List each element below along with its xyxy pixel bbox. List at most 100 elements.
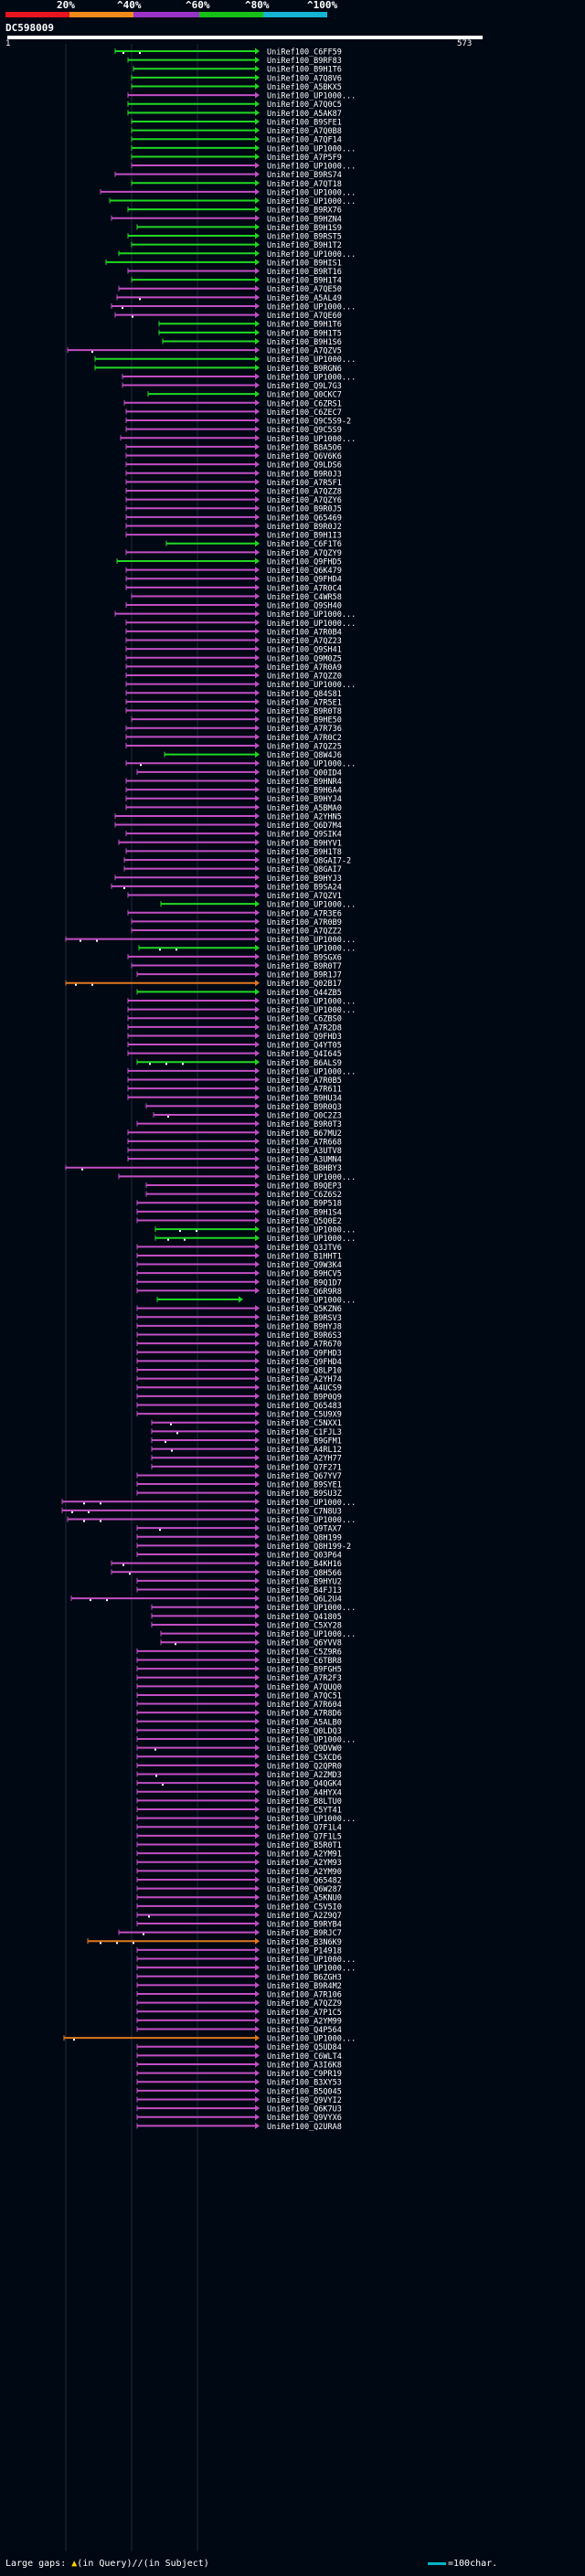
hit-row[interactable]: UniRef100_A2YM93	[136, 1859, 342, 1868]
hit-label[interactable]: UniRef100_UP1000...	[267, 997, 356, 1006]
hit-row[interactable]: UniRef100_A7R106	[136, 1990, 342, 2000]
hit-label[interactable]: UniRef100_A3I6K8	[267, 2061, 342, 2070]
hit-label[interactable]: UniRef100_Q44ZB5	[267, 989, 342, 998]
hit-label[interactable]: UniRef100_B9R0Q3	[267, 1103, 342, 1112]
hit-row[interactable]: UniRef100_Q9C5S9-2	[125, 417, 351, 427]
hit-row[interactable]: UniRef100_UP1000...	[160, 1630, 356, 1639]
hit-row[interactable]: UniRef100_B9Q1D7	[136, 1278, 342, 1288]
hit-label[interactable]: UniRef100_Q00ID4	[267, 769, 342, 778]
hit-label[interactable]: UniRef100_A7Q0C5	[267, 101, 342, 110]
hit-row[interactable]: UniRef100_B9H1S4	[136, 1208, 342, 1217]
hit-label[interactable]: UniRef100_B9HYU2	[267, 1577, 342, 1586]
hit-label[interactable]: UniRef100_UP1000...	[267, 936, 356, 945]
hit-label[interactable]: UniRef100_A7QE50	[267, 285, 342, 294]
hit-label[interactable]: UniRef100_B9H1T8	[267, 848, 342, 857]
hit-row[interactable]: UniRef100_B4KH16	[111, 1560, 342, 1569]
hit-row[interactable]: UniRef100_Q03P64	[136, 1551, 342, 1561]
hit-label[interactable]: UniRef100_A7P5F9	[267, 154, 342, 163]
hit-row[interactable]: UniRef100_Q84S81	[125, 689, 342, 699]
hit-row[interactable]: UniRef100_B9HYJ8	[136, 1322, 342, 1331]
hit-label[interactable]: UniRef100_C5YT41	[267, 1807, 342, 1816]
hit-label[interactable]: UniRef100_A7R0B9	[267, 918, 342, 928]
hit-row[interactable]: UniRef100_Q9SIK4	[125, 830, 342, 840]
hit-label[interactable]: UniRef100_UP1000...	[267, 92, 356, 101]
hit-row[interactable]: UniRef100_A7QUQ0	[136, 1682, 342, 1692]
hit-row[interactable]: UniRef100_B9SYE1	[136, 1480, 342, 1490]
hit-label[interactable]: UniRef100_UP1000...	[267, 188, 356, 197]
hit-label[interactable]: UniRef100_A2YHN5	[267, 812, 342, 822]
hit-label[interactable]: UniRef100_Q5Q0E2	[267, 1217, 342, 1226]
hit-label[interactable]: UniRef100_A4RL12	[267, 1446, 342, 1455]
hit-label[interactable]: UniRef100_UP1000...	[267, 1516, 356, 1525]
hit-label[interactable]: UniRef100_Q0C2Z3	[267, 1112, 342, 1121]
hit-label[interactable]: UniRef100_A7R0A9	[267, 663, 342, 673]
hit-label[interactable]: UniRef100_A2YH74	[267, 1375, 342, 1384]
hit-row[interactable]: UniRef100_A7R604	[136, 1701, 342, 1710]
hit-row[interactable]: UniRef100_B9H1T6	[133, 65, 342, 75]
hit-row[interactable]: UniRef100_UP1000...	[122, 373, 356, 382]
hit-label[interactable]: UniRef100_A7R0B5	[267, 1076, 342, 1086]
hit-row[interactable]: UniRef100_A2YH74	[136, 1375, 342, 1384]
hit-row[interactable]: UniRef100_B9RX76	[127, 206, 342, 216]
hit-row[interactable]: UniRef100_A7QZ25	[125, 742, 342, 751]
hit-row[interactable]: UniRef100_Q9LDS6	[125, 461, 342, 471]
hit-label[interactable]: UniRef100_Q9W3K4	[267, 1261, 342, 1270]
hit-row[interactable]: UniRef100_B9SA24	[111, 883, 342, 892]
hit-row[interactable]: UniRef100_Q7F1L5	[136, 1832, 342, 1841]
hit-row[interactable]: UniRef100_Q7F271	[151, 1463, 342, 1472]
hit-label[interactable]: UniRef100_A7R2D8	[267, 1023, 342, 1033]
hit-label[interactable]: UniRef100_C5NXX1	[267, 1419, 342, 1428]
hit-row[interactable]: UniRef100_A7R2D8	[127, 1023, 342, 1033]
hit-row[interactable]: UniRef100_C6TBR8	[136, 1656, 342, 1666]
hit-row[interactable]: UniRef100_A5BMA0	[125, 803, 342, 813]
hit-label[interactable]: UniRef100_A7R670	[267, 1341, 342, 1350]
hit-row[interactable]: UniRef100_B9R1J7	[136, 970, 342, 981]
hit-row[interactable]: UniRef100_B9H1T4	[131, 276, 342, 286]
hit-row[interactable]: UniRef100_Q2QPR0	[136, 1762, 342, 1771]
hit-row[interactable]: UniRef100_Q67YV7	[136, 1471, 342, 1481]
hit-row[interactable]: UniRef100_A7QZZ0	[125, 672, 342, 682]
hit-label[interactable]: UniRef100_B8LTU0	[267, 1797, 342, 1807]
hit-label[interactable]: UniRef100_Q6R9R8	[267, 1288, 342, 1297]
hit-label[interactable]: UniRef100_UP1000...	[267, 435, 356, 444]
hit-row[interactable]: UniRef100_Q00ID4	[136, 769, 342, 778]
hit-label[interactable]: UniRef100_Q9FHD4	[267, 576, 342, 585]
hit-row[interactable]: UniRef100_C6F1T6	[165, 540, 342, 549]
hit-label[interactable]: UniRef100_B9RS74	[267, 171, 342, 180]
hit-row[interactable]: UniRef100_Q6K7U3	[136, 2104, 342, 2115]
hit-row[interactable]: UniRef100_UP1000...	[127, 91, 356, 101]
hit-row[interactable]: UniRef100_Q3JTV6	[136, 1243, 342, 1253]
hit-label[interactable]: UniRef100_B9H1T4	[267, 277, 342, 286]
hit-row[interactable]: UniRef100_UP1000...	[131, 144, 356, 154]
hit-label[interactable]: UniRef100_B9RJC7	[267, 1929, 342, 1938]
hit-label[interactable]: UniRef100_A7QT18	[267, 180, 342, 189]
hit-row[interactable]: UniRef100_UP1000...	[63, 2034, 356, 2044]
hit-label[interactable]: UniRef100_A5AK87	[267, 110, 342, 119]
hit-row[interactable]: UniRef100_B9HNR4	[125, 777, 342, 787]
hit-label[interactable]: UniRef100_A5KNU0	[267, 1894, 342, 1903]
hit-label[interactable]: UniRef100_Q5KZN6	[267, 1305, 342, 1314]
hit-row[interactable]: UniRef100_B9HE50	[131, 716, 342, 726]
hit-row[interactable]: UniRef100_UP1000...	[111, 302, 356, 312]
hit-label[interactable]: UniRef100_A7R8D6	[267, 1710, 342, 1719]
hit-label[interactable]: UniRef100_Q6L2U4	[267, 1595, 342, 1605]
hit-row[interactable]: UniRef100_A7R0B4	[125, 628, 342, 637]
hit-row[interactable]: UniRef100_A7QF14	[131, 135, 342, 145]
hit-row[interactable]: UniRef100_Q41805	[151, 1612, 342, 1622]
hit-label[interactable]: UniRef100_C1FJL3	[267, 1428, 342, 1437]
hit-row[interactable]: UniRef100_A7QZY6	[125, 496, 342, 505]
hit-row[interactable]: UniRef100_Q65469	[125, 514, 342, 523]
hit-row[interactable]: UniRef100_B9RST5	[127, 233, 342, 242]
hit-row[interactable]: UniRef100_A7QZV5	[67, 346, 342, 356]
hit-label[interactable]: UniRef100_Q4I645	[267, 1050, 342, 1059]
hit-label[interactable]: UniRef100_Q9C5S9-2	[267, 418, 351, 427]
hit-row[interactable]: UniRef100_Q9FHD5	[116, 557, 342, 567]
hit-row[interactable]: UniRef100_A7QZY9	[125, 548, 342, 558]
hit-label[interactable]: UniRef100_Q65469	[267, 514, 342, 523]
hit-label[interactable]: UniRef100_UP1000...	[267, 1173, 356, 1182]
hit-label[interactable]: UniRef100_C6ZEC7	[267, 408, 342, 418]
hit-row[interactable]: UniRef100_B9RT16	[127, 268, 342, 277]
hit-row[interactable]: UniRef100_B9RGN6	[94, 364, 342, 374]
hit-row[interactable]: UniRef100_Q5UD84	[136, 2043, 342, 2052]
hit-label[interactable]: UniRef100_Q9FHD3	[267, 1349, 342, 1358]
